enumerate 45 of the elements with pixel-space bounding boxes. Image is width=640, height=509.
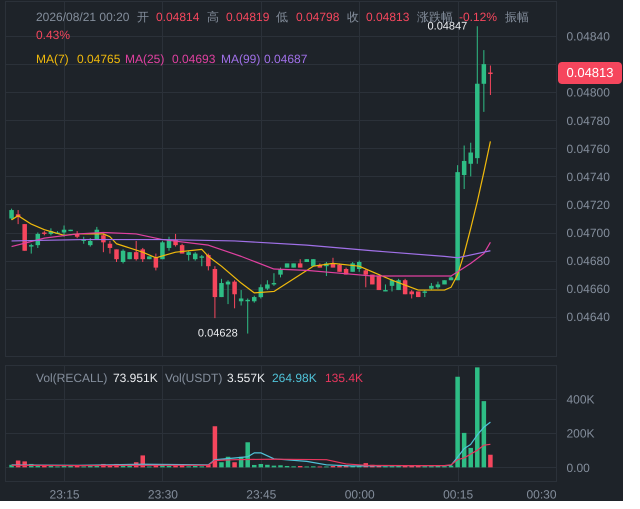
x-tick-label: 23:30 (148, 488, 178, 502)
y-tick-label: 0.00 (566, 460, 590, 475)
text: MA(25) (125, 52, 164, 66)
x-tick-label: 23:45 (246, 488, 277, 502)
annotation: 0.04628 (198, 328, 238, 340)
y-tick-label: 400K (566, 392, 595, 407)
annotation: 高 (207, 10, 219, 24)
y-tick-label: 0.04760 (566, 142, 610, 156)
y-tick-label: 0.04660 (566, 282, 610, 296)
annotation: Vol(RECALL) (36, 371, 108, 385)
annotation: 0.04687 (264, 52, 308, 66)
annotation: 振幅 (505, 10, 529, 24)
annotation: 0.04847 (428, 20, 468, 32)
y-tick-label: 0.04720 (566, 198, 610, 212)
x-tick-label: 00:00 (344, 488, 376, 502)
annotation: 73.951K (113, 371, 158, 385)
annotation: 2026/08/21 00:20 (36, 10, 130, 24)
annotation: 135.4K (325, 371, 364, 385)
y-tick-label: 200K (566, 426, 595, 441)
annotation: 0.04693 (172, 52, 216, 66)
annotation: 3.557K (227, 371, 266, 385)
x-tick-label: 00:15 (443, 488, 474, 502)
y-tick-label: 0.04740 (566, 170, 610, 184)
y-tick-label: 0.04840 (566, 30, 610, 44)
annotation: 低 (276, 10, 288, 24)
y-tick-label: 0.04780 (566, 114, 610, 128)
annotation: 0.04814 (156, 10, 200, 24)
y-tick-label: 0.04640 (566, 310, 610, 324)
x-tick-label: 23:15 (50, 488, 80, 502)
text: 0.04813 (566, 65, 614, 80)
annotation: 0.04798 (296, 10, 340, 24)
y-tick-label: 0.04680 (566, 254, 610, 268)
y-tick-label: 0.04700 (566, 226, 610, 240)
annotation: 收 (347, 10, 359, 24)
x-tick-label: 00:30 (526, 488, 557, 502)
text: MA(99) (221, 52, 260, 66)
annotation: 0.04813 (366, 10, 410, 24)
annotation: 0.43% (36, 28, 70, 42)
annotation: 开 (137, 10, 149, 24)
annotation: 0.04765 (77, 52, 121, 66)
text: MA(7) (36, 52, 69, 66)
annotation: 264.98K (272, 371, 317, 385)
annotation: 0.04819 (226, 10, 270, 24)
annotation: Vol(USDT) (165, 371, 222, 385)
y-tick-label: 0.04800 (566, 86, 610, 100)
